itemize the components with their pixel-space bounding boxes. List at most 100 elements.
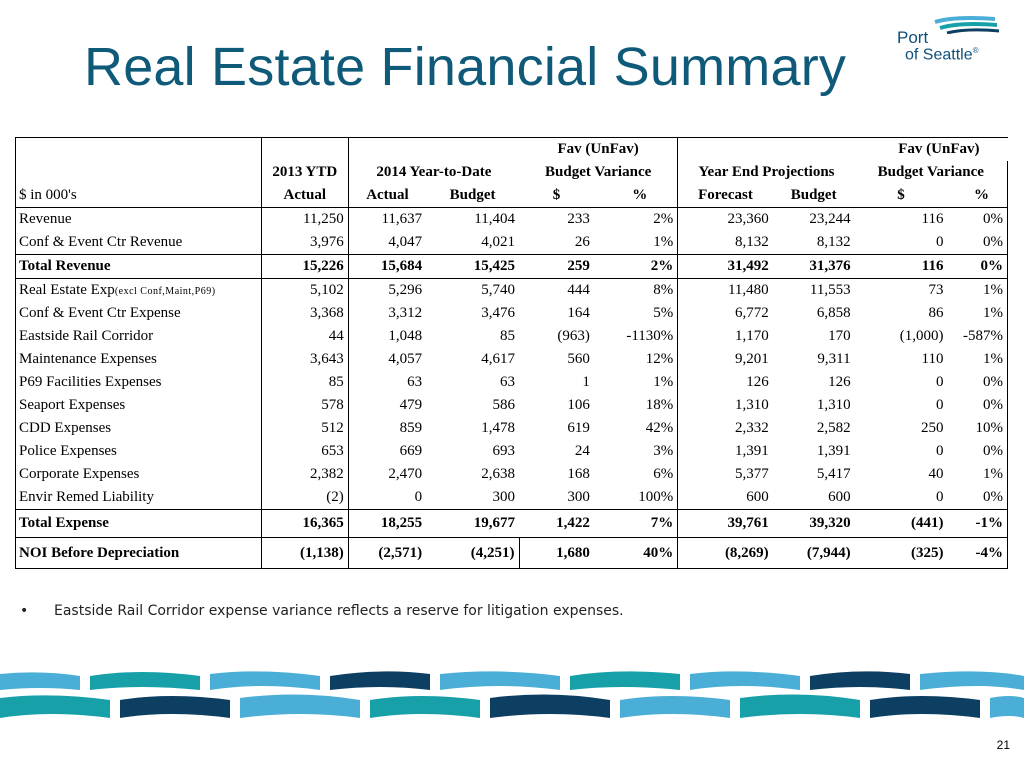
cell: (2,571) <box>348 537 427 569</box>
cell: 23,360 <box>677 207 773 231</box>
total-expense-row: Total Expense 16,365 18,255 19,677 1,422… <box>15 509 1009 538</box>
cell: 653 <box>260 440 349 463</box>
cell: 5,417 <box>816 466 851 482</box>
cell: 0% <box>947 231 1009 255</box>
wave-row-bottom <box>0 694 1024 718</box>
cell: 86 <box>928 305 944 321</box>
row-label: Seaport Expenses <box>15 394 262 417</box>
header-year-end-projections: Year End Projections <box>677 161 855 184</box>
cell: 3,976 <box>260 231 349 255</box>
cell: 6,858 <box>816 305 851 321</box>
cell: 0% <box>947 440 1009 463</box>
table-row: Seaport Expenses 578 479 586 106 18% 1,3… <box>15 394 1009 417</box>
cell: 0 <box>347 486 427 510</box>
cell: (441) <box>854 509 948 538</box>
cell: -4% <box>947 537 1009 569</box>
slide-title: Real Estate Financial Summary <box>84 37 847 97</box>
cell: 0% <box>947 394 1009 417</box>
cell: 1,048 <box>347 325 427 348</box>
header-row-1: Fav (UnFav) Fav (UnFav) <box>15 137 1008 161</box>
cell: 15,684 <box>347 254 427 279</box>
cell: 300 <box>492 489 516 505</box>
cell: 693 <box>492 443 516 459</box>
cell: 31,492 <box>677 254 773 279</box>
cell: (7,944) <box>772 537 855 569</box>
cell: 85 <box>260 371 349 394</box>
cell: 578 <box>260 394 349 417</box>
cell: 1,391 <box>677 440 773 463</box>
cell: 3% <box>653 443 674 459</box>
cell: 479 <box>347 394 427 417</box>
table-row: CDD Expenses 512 859 1,478 619 42% 2,332… <box>15 417 1009 440</box>
cell: 0% <box>947 254 1009 279</box>
fav-unfav-header-1: Fav (UnFav) <box>519 137 678 161</box>
cell: 3,643 <box>260 348 349 371</box>
cell: 10% <box>947 417 1009 440</box>
row-label: NOI Before Depreciation <box>15 537 262 569</box>
table-row: P69 Facilities Expenses 85 63 63 1 1% 12… <box>15 371 1009 394</box>
cell: 5,102 <box>260 278 349 302</box>
cell: 126 <box>828 374 851 390</box>
cell: 3,312 <box>347 302 427 325</box>
cell: 126 <box>677 371 773 394</box>
cell: 1,478 <box>481 420 515 436</box>
table-row: Real Estate Exp(excl Conf,Maint,P69) 5,1… <box>15 278 1009 302</box>
cell: 1 <box>582 374 590 390</box>
table-row: Maintenance Expenses 3,643 4,057 4,617 5… <box>15 348 1009 371</box>
cell: 164 <box>567 305 590 321</box>
cell: 233 <box>567 211 590 227</box>
cell: 9,311 <box>817 351 851 367</box>
row-label: Total Expense <box>15 509 262 538</box>
cell: 40 <box>928 466 944 482</box>
cell: 2% <box>653 211 674 227</box>
table-row: Envir Remed Liability (2) 0 300 300 100%… <box>15 486 1009 510</box>
cell: 100% <box>638 489 674 505</box>
cell: 42% <box>645 420 674 436</box>
page-number: 21 <box>996 738 1010 752</box>
financial-summary-table: Fav (UnFav) Fav (UnFav) 2013 YTD 2014 Ye… <box>15 137 1009 569</box>
cell: 1% <box>947 278 1009 302</box>
table-row: Revenue 11,250 11,637 11,404 233 2% 23,3… <box>15 207 1009 231</box>
logo-text-port: Port <box>897 28 929 47</box>
cell: 560 <box>567 351 590 367</box>
cell: 0 <box>935 234 944 250</box>
total-revenue-row: Total Revenue 15,226 15,684 15,425 259 2… <box>15 254 1009 279</box>
row-label-main: Real Estate Exp <box>19 282 115 298</box>
cell: 9,201 <box>677 348 773 371</box>
header-2013-ytd: 2013 YTD <box>260 161 349 184</box>
cell: 1% <box>947 463 1009 486</box>
cell: 1% <box>653 374 674 390</box>
cell: 63 <box>347 371 427 394</box>
cell: 0 <box>935 397 944 413</box>
cell: 2,332 <box>677 417 773 440</box>
cell: 12% <box>645 351 674 367</box>
cell: (8,269) <box>677 537 773 569</box>
cell: 8% <box>653 282 674 298</box>
cell: 63 <box>500 374 515 390</box>
cell: -1130% <box>626 328 674 344</box>
cell: 4,047 <box>347 231 427 255</box>
cell: 2% <box>593 254 678 279</box>
cell: 2,582 <box>816 420 851 436</box>
table-row: Corporate Expenses 2,382 2,470 2,638 168… <box>15 463 1009 486</box>
cell: 300 <box>567 489 590 505</box>
cell: 44 <box>260 325 349 348</box>
header-forecast: Forecast <box>677 184 773 208</box>
row-label: Revenue <box>15 207 262 231</box>
table-row: Police Expenses 653 669 693 24 3% 1,391 … <box>15 440 1009 463</box>
cell: 600 <box>677 486 773 510</box>
cell: 259 <box>519 254 594 279</box>
header-row-3: $ in 000's Actual Actual Budget $ % Fore… <box>15 184 1009 208</box>
cell: 116 <box>854 254 948 279</box>
cell: 0% <box>947 371 1009 394</box>
cell: 600 <box>828 489 851 505</box>
cell: 5,296 <box>347 278 427 302</box>
fav-unfav-header-2: Fav (UnFav) <box>854 137 1008 161</box>
header-units: $ in 000's <box>15 184 262 208</box>
cell: 8,132 <box>816 234 851 250</box>
header-dollar-2: $ <box>854 184 948 208</box>
cell: 19,677 <box>426 509 519 538</box>
cell: 619 <box>567 420 590 436</box>
cell: 0 <box>935 489 944 505</box>
cell: 1,170 <box>677 325 773 348</box>
